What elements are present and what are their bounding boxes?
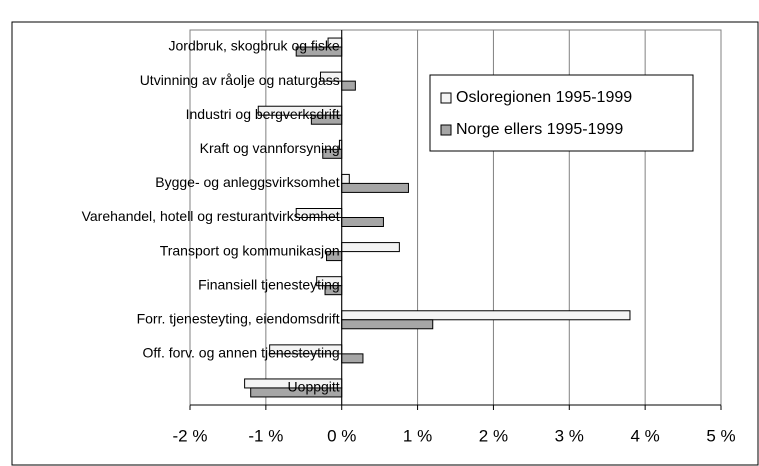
y-tick-label: Varehandel, hotell og resturantvirksomhe… xyxy=(82,208,340,224)
x-tick-label: -2 % xyxy=(173,426,208,445)
y-tick-label: Finansiell tjenesteyting xyxy=(198,276,340,292)
x-tick-label: 0 % xyxy=(327,426,356,445)
bar xyxy=(341,353,364,364)
y-tick-label: Jordbruk, skogbruk og fiske xyxy=(169,38,340,54)
category-labels: Jordbruk, skogbruk og fiske Utvinning av … xyxy=(82,38,340,395)
bar xyxy=(341,173,350,184)
legend-swatch xyxy=(440,92,452,104)
y-tick-label: Uoppgitt xyxy=(288,379,340,395)
bar xyxy=(341,310,631,321)
frame xyxy=(11,21,759,466)
legend-box xyxy=(429,74,694,152)
legend-label: Osloregionen 1995-1999 xyxy=(456,89,632,106)
y-tick-label: Transport og kommunikasjon xyxy=(160,242,340,258)
y-tick-label: Off. forv. og annen tjenesteyting xyxy=(143,345,340,361)
bar xyxy=(341,182,409,193)
bar xyxy=(341,319,434,330)
y-tick-label: Utvinning av råolje og naturgass xyxy=(140,72,340,88)
y-tick-label: Bygge- og anleggsvirksomhet xyxy=(155,174,340,190)
bar xyxy=(341,242,400,253)
bar xyxy=(341,80,356,91)
y-tick-label: Forr. tjenesteyting, eiendomsdrift xyxy=(137,310,340,326)
y-tick-label: Industri og bergverksdrift xyxy=(186,106,340,122)
x-tick-label: 2 % xyxy=(479,426,508,445)
x-tick-label: 1 % xyxy=(403,426,432,445)
x-tick-label: 5 % xyxy=(706,426,735,445)
x-tick-label: 4 % xyxy=(630,426,659,445)
x-tick-label: -1 % xyxy=(248,426,283,445)
y-tick-label: Kraft og vannforsyning xyxy=(200,140,340,156)
legend-swatch xyxy=(440,124,452,136)
bar xyxy=(341,217,384,227)
x-tick-label: 3 % xyxy=(555,426,584,445)
legend-label: Norge ellers 1995-1999 xyxy=(456,121,623,138)
